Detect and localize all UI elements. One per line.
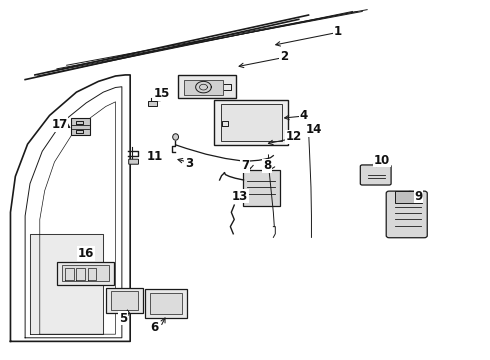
Text: 16: 16 [78, 247, 95, 260]
Text: 2: 2 [280, 50, 288, 63]
Text: 13: 13 [232, 190, 248, 203]
FancyBboxPatch shape [214, 100, 288, 145]
Text: 17: 17 [51, 118, 68, 131]
FancyBboxPatch shape [146, 289, 187, 318]
Text: 8: 8 [263, 159, 271, 172]
FancyBboxPatch shape [178, 75, 236, 98]
FancyBboxPatch shape [220, 104, 282, 141]
FancyBboxPatch shape [150, 293, 182, 314]
FancyBboxPatch shape [386, 191, 427, 238]
FancyBboxPatch shape [394, 192, 422, 203]
Text: 7: 7 [241, 159, 249, 172]
FancyBboxPatch shape [57, 262, 114, 285]
FancyBboxPatch shape [62, 265, 109, 281]
FancyBboxPatch shape [129, 159, 139, 164]
Text: 14: 14 [305, 123, 321, 136]
FancyBboxPatch shape [184, 80, 223, 95]
FancyBboxPatch shape [148, 101, 157, 106]
Text: 12: 12 [286, 130, 302, 144]
Text: 6: 6 [150, 320, 159, 333]
FancyBboxPatch shape [243, 170, 280, 206]
Text: 4: 4 [299, 109, 308, 122]
Text: 1: 1 [334, 25, 342, 38]
Text: 9: 9 [415, 190, 422, 203]
Polygon shape [30, 234, 103, 334]
FancyBboxPatch shape [111, 291, 139, 310]
FancyBboxPatch shape [106, 288, 144, 314]
Text: 3: 3 [185, 157, 193, 170]
FancyBboxPatch shape [71, 118, 90, 135]
Text: 5: 5 [119, 311, 127, 325]
Ellipse shape [172, 134, 178, 140]
Text: 11: 11 [147, 150, 163, 163]
Text: 15: 15 [154, 87, 170, 100]
Text: 10: 10 [374, 154, 390, 167]
FancyBboxPatch shape [360, 165, 391, 185]
